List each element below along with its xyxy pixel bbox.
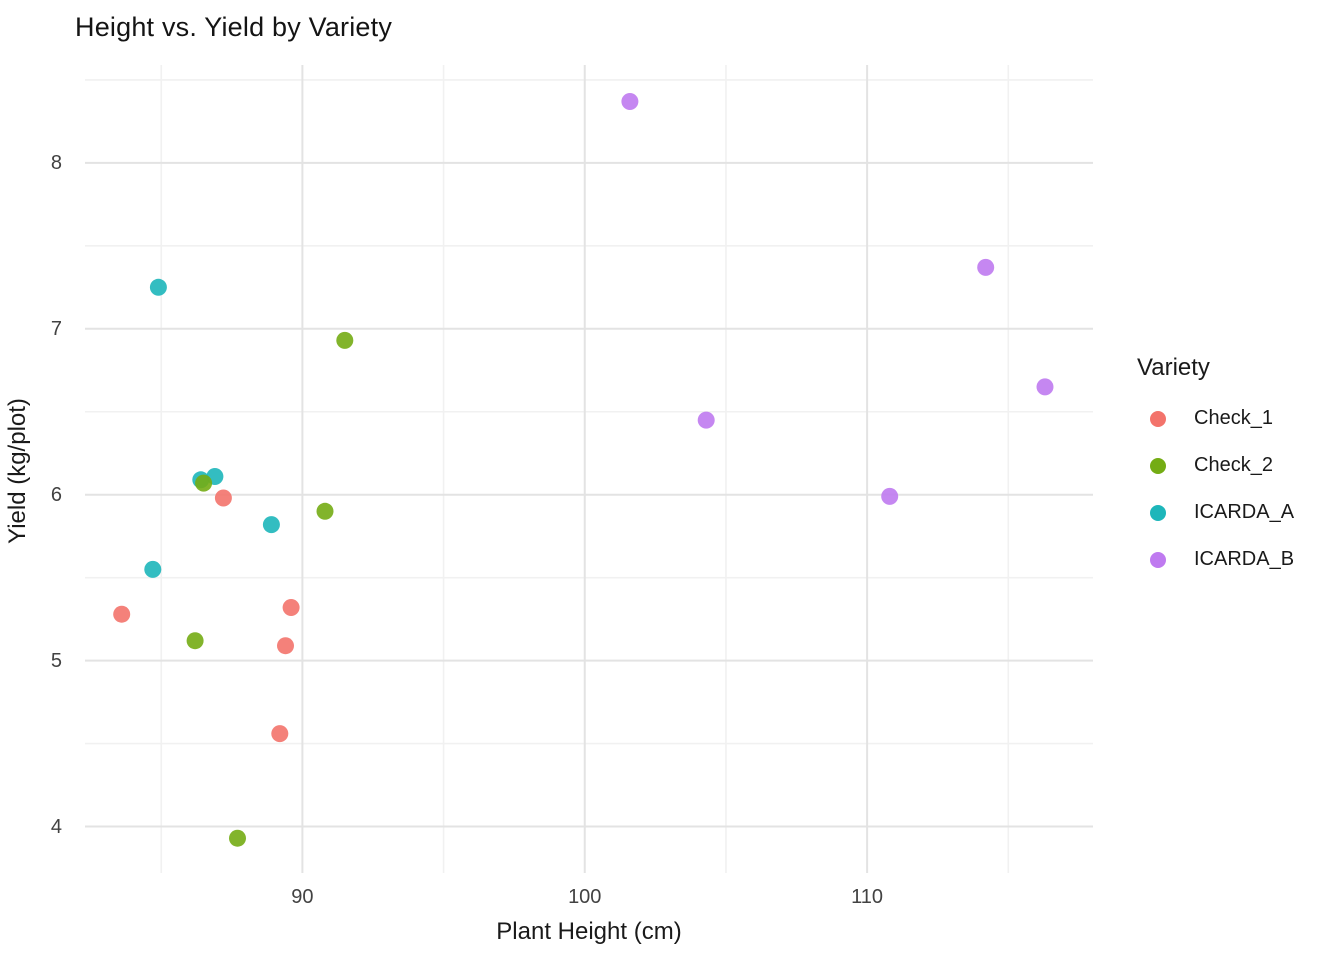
y-tick-label: 6 <box>50 483 62 506</box>
data-point-icarda_b <box>977 258 995 276</box>
data-point-check_1 <box>277 637 294 655</box>
data-point-check_1 <box>282 599 300 616</box>
data-point-check_2 <box>195 474 213 492</box>
data-point-icarda_a <box>149 278 167 296</box>
plot-panel <box>85 65 1093 873</box>
y-tick-label: 4 <box>50 815 62 838</box>
legend-item-icarda_a: ICARDA_A <box>1137 489 1342 536</box>
legend-title: Variety <box>1137 354 1210 381</box>
data-point-check_2 <box>229 829 246 847</box>
data-point-check_1 <box>214 489 232 507</box>
legend: Variety Check_1 Check_2 ICARDA_A ICARDA_B <box>1137 354 1342 583</box>
data-point-icarda_b <box>881 487 899 505</box>
legend-item-label: Check_1 <box>1194 407 1273 429</box>
legend-items: Check_1 Check_2 ICARDA_A ICARDA_B <box>1137 395 1342 583</box>
data-point-check_2 <box>316 502 334 520</box>
legend-item-label: Check_2 <box>1194 454 1273 476</box>
legend-key-dot-icon <box>1150 410 1166 427</box>
legend-key-dot-icon <box>1150 551 1166 568</box>
chart-title: Height vs. Yield by Variety <box>75 12 393 42</box>
data-point-check_2 <box>336 331 354 349</box>
data-point-icarda_a <box>262 516 280 534</box>
legend-key-dot-icon <box>1150 457 1166 474</box>
x-tick-label: 110 <box>851 886 884 908</box>
legend-item-check_2: Check_2 <box>1137 442 1342 489</box>
legend-item-label: ICARDA_B <box>1194 548 1295 570</box>
data-point-icarda_a <box>144 560 162 578</box>
y-axis-label: Yield (kg/plot) <box>4 398 31 544</box>
y-tick-label: 8 <box>50 151 62 174</box>
data-point-icarda_b <box>621 93 639 110</box>
y-tick-label: 5 <box>50 649 62 672</box>
plot-svg <box>85 65 1093 873</box>
legend-item-icarda_b: ICARDA_B <box>1137 536 1342 583</box>
data-point-check_1 <box>113 605 131 623</box>
y-tick-label: 7 <box>50 317 62 340</box>
x-tick-label: 100 <box>568 886 602 908</box>
data-point-icarda_b <box>1036 378 1054 396</box>
data-point-check_1 <box>271 725 289 743</box>
x-tick-label: 90 <box>291 886 314 908</box>
data-point-check_2 <box>186 632 204 650</box>
x-axis-label: Plant Height (cm) <box>496 918 682 945</box>
data-point-icarda_b <box>697 411 715 429</box>
legend-item-check_1: Check_1 <box>1137 395 1342 442</box>
legend-item-label: ICARDA_A <box>1194 501 1295 523</box>
legend-key-dot-icon <box>1150 504 1166 521</box>
